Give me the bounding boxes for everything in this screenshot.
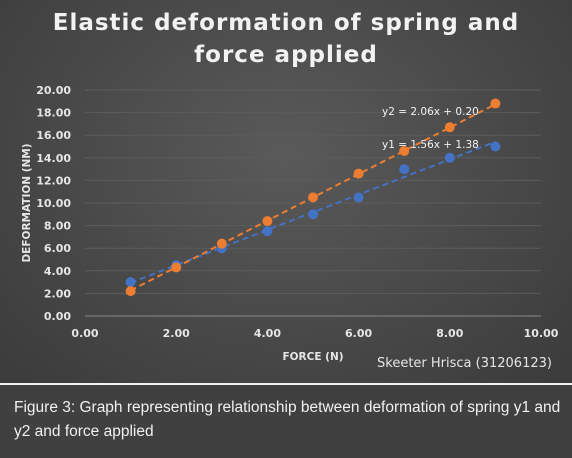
data-point-y2 bbox=[216, 238, 227, 249]
y-tick-label: 0.00 bbox=[44, 310, 71, 323]
author-credit: Skeeter Hrisca (31206123) bbox=[377, 356, 552, 371]
data-point-y1 bbox=[125, 277, 136, 288]
equation-label-y1: y1 = 1.56x + 1.38 bbox=[382, 139, 479, 151]
data-point-y2 bbox=[399, 146, 410, 157]
data-point-y1 bbox=[353, 192, 364, 203]
data-point-y1 bbox=[308, 209, 318, 220]
chart-title-line-1: Elastic deformation of spring and bbox=[52, 10, 520, 36]
figure-caption: Figure 3: Graph representing relationshi… bbox=[14, 399, 561, 440]
x-tick-label: 4.00 bbox=[254, 327, 281, 340]
x-tick-label: 10.00 bbox=[524, 327, 559, 340]
y-tick-label: 20.00 bbox=[36, 84, 71, 97]
y-axis-title: DEFORMATION (NM) bbox=[21, 143, 33, 262]
data-point-y1 bbox=[444, 152, 455, 163]
y-tick-label: 14.00 bbox=[36, 152, 71, 165]
data-point-y1 bbox=[262, 226, 273, 237]
x-tick-label: 6.00 bbox=[345, 327, 372, 340]
x-tick-label: 8.00 bbox=[436, 327, 463, 340]
chart-area: Elastic deformation of spring and force … bbox=[0, 0, 572, 383]
x-tick-label: 0.00 bbox=[71, 327, 98, 340]
data-point-y2 bbox=[490, 98, 501, 109]
y-tick-label: 12.00 bbox=[36, 174, 71, 187]
data-point-y2 bbox=[171, 262, 182, 273]
chart-title-line-2: force applied bbox=[194, 42, 378, 68]
y-tick-label: 18.00 bbox=[36, 107, 71, 120]
data-point-y2 bbox=[444, 122, 455, 133]
y-tick-label: 16.00 bbox=[36, 129, 71, 142]
data-point-y1 bbox=[490, 141, 501, 152]
y-tick-label: 4.00 bbox=[44, 265, 71, 278]
data-point-y2 bbox=[262, 216, 273, 227]
data-point-y2 bbox=[125, 286, 136, 297]
x-axis-title: FORCE (N) bbox=[282, 351, 343, 363]
scatter-chart: 0.00 2.00 4.00 6.00 8.00 10.00 12.00 14.00 16.00… bbox=[21, 84, 559, 363]
x-tick-label: 2.00 bbox=[163, 327, 190, 340]
y-tick-label: 2.00 bbox=[44, 287, 71, 300]
y-tick-label: 10.00 bbox=[36, 197, 71, 210]
equation-label-y2: y2 = 2.06x + 0.20 bbox=[382, 106, 479, 118]
caption-divider bbox=[0, 383, 572, 385]
data-point-y2 bbox=[308, 192, 318, 203]
y-tick-label: 6.00 bbox=[44, 242, 71, 255]
y-tick-label: 8.00 bbox=[44, 220, 71, 233]
data-point-y1 bbox=[399, 164, 410, 175]
data-point-y2 bbox=[353, 168, 364, 179]
